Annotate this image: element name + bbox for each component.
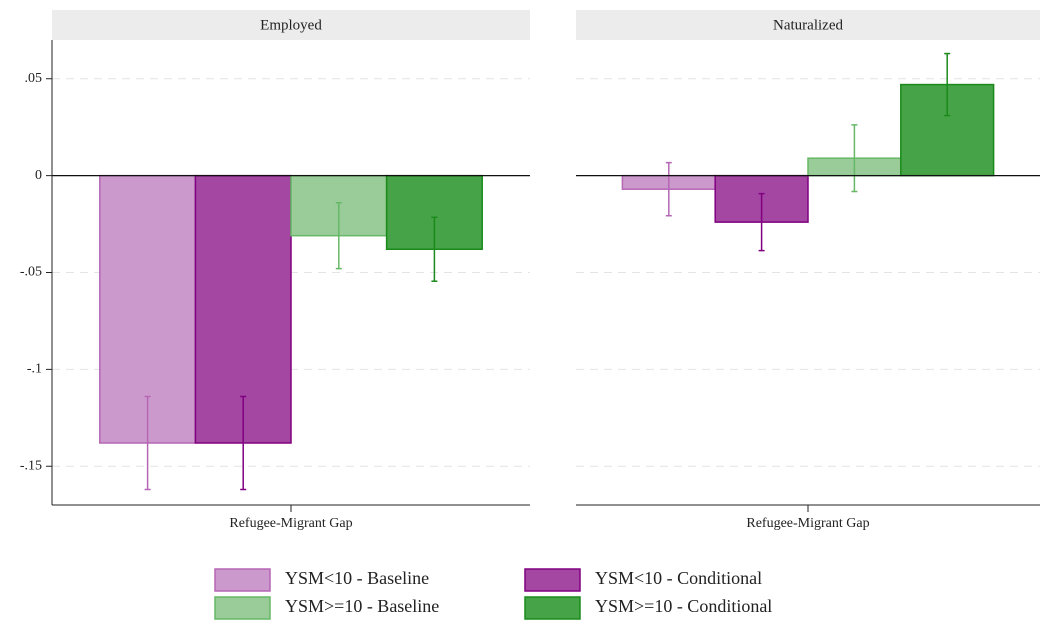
legend-label: YSM<10 - Conditional (595, 568, 762, 588)
y-tick-label: 0 (35, 168, 42, 183)
legend-label: YSM>=10 - Baseline (285, 596, 439, 616)
y-tick-label: -.15 (20, 458, 42, 473)
y-tick-label: -.1 (27, 362, 42, 377)
panel-header (52, 10, 530, 40)
legend-swatch (524, 596, 581, 620)
legend-swatch (524, 568, 581, 592)
y-tick-label: -.05 (20, 265, 42, 280)
x-tick-label: Refugee-Migrant Gap (746, 516, 869, 531)
legend-swatch (214, 596, 271, 620)
legend-label: YSM<10 - Baseline (285, 568, 429, 588)
legend-swatch (214, 568, 271, 592)
x-tick-label: Refugee-Migrant Gap (229, 516, 352, 531)
y-tick-label: .05 (25, 71, 43, 86)
legend-label: YSM>=10 - Conditional (595, 596, 772, 616)
panel-title: Employed (260, 17, 322, 33)
panel-title: Naturalized (773, 17, 843, 33)
panel-header (576, 10, 1040, 40)
